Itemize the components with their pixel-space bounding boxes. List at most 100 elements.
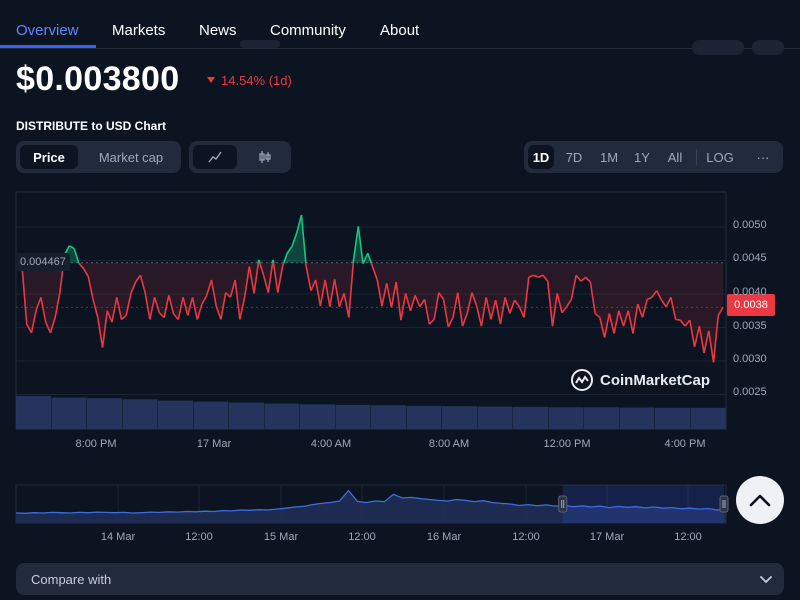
price-line-segment bbox=[225, 292, 231, 298]
y-tick-label: 0.0040 bbox=[733, 286, 767, 298]
price-line-segment bbox=[329, 279, 336, 307]
price-line-segment bbox=[546, 281, 554, 327]
price-toggle-button[interactable]: Price bbox=[20, 145, 78, 169]
price-line-segment bbox=[518, 306, 525, 318]
price-line-segment bbox=[191, 297, 199, 320]
compare-with-label: Compare with bbox=[31, 572, 112, 587]
price-line-segment bbox=[636, 303, 644, 318]
price-line-segment bbox=[135, 274, 142, 283]
tab-about[interactable]: About bbox=[380, 22, 420, 39]
price-line-segment bbox=[314, 279, 322, 307]
price-line-segment bbox=[485, 297, 492, 320]
price-line-segment bbox=[533, 274, 539, 278]
price-line-segment bbox=[589, 281, 596, 314]
y-tick-label: 0.0035 bbox=[733, 320, 767, 332]
x-tick-label: 4:00 PM bbox=[664, 438, 706, 450]
price-line-segment bbox=[267, 262, 274, 293]
price-line-segment bbox=[461, 313, 468, 327]
navigator-x-tick: 12:00 bbox=[674, 531, 702, 543]
price-line-segment bbox=[385, 283, 393, 308]
price-line-segment bbox=[295, 214, 303, 234]
tab-overview[interactable]: Overview bbox=[16, 22, 79, 39]
watermark-text: CoinMarketCap bbox=[600, 371, 711, 389]
tab-community[interactable]: Community bbox=[270, 22, 346, 39]
price-line-segment bbox=[300, 214, 307, 263]
price-line-segment bbox=[660, 299, 667, 308]
candlestick-chart-button[interactable] bbox=[243, 145, 287, 169]
price-line-segment bbox=[513, 299, 520, 308]
line-chart-button[interactable] bbox=[193, 145, 237, 169]
price-line-segment bbox=[44, 321, 52, 334]
price-line-segment bbox=[286, 245, 293, 254]
navigator-area bbox=[16, 490, 726, 523]
range-divider bbox=[696, 149, 697, 165]
price-line-segment bbox=[258, 262, 265, 276]
navigator-x-tick: 16 Mar bbox=[426, 531, 462, 543]
navigator-selected-window bbox=[562, 485, 724, 523]
price-line-segment bbox=[168, 295, 175, 315]
tab-markets[interactable]: Markets bbox=[112, 22, 166, 39]
price-line-segment bbox=[670, 297, 677, 320]
price-line-segment bbox=[428, 318, 435, 325]
price-line-segment bbox=[125, 293, 132, 316]
price-line-segment bbox=[248, 266, 255, 294]
navigator-left-handle[interactable] bbox=[555, 496, 565, 512]
price-line-segment bbox=[276, 266, 284, 293]
log-scale-button[interactable]: LOG bbox=[706, 149, 734, 165]
price-line-segment bbox=[442, 299, 450, 327]
navigator-frame bbox=[15, 484, 727, 524]
price-line-segment bbox=[357, 226, 364, 263]
range-all-button[interactable]: All bbox=[667, 149, 683, 165]
price-line-segment bbox=[30, 309, 37, 334]
navigator-right-handle[interactable] bbox=[719, 496, 729, 512]
price-line-segment bbox=[433, 292, 440, 320]
scroll-to-top-button[interactable] bbox=[736, 476, 784, 524]
price-line-segment bbox=[153, 297, 161, 313]
price-line-segment bbox=[423, 299, 431, 325]
more-options-button[interactable]: ··· bbox=[756, 149, 770, 165]
price-line-segment bbox=[291, 232, 298, 247]
price-line-segment bbox=[693, 325, 701, 348]
price-line-segment bbox=[575, 274, 582, 282]
price-line-segment bbox=[220, 292, 227, 320]
y-tick-label: 0.0045 bbox=[733, 252, 767, 264]
chart-style-toggle bbox=[189, 141, 291, 173]
price-line-segment bbox=[35, 297, 42, 311]
price-line-segment bbox=[400, 293, 407, 321]
hidden-header-button bbox=[752, 40, 784, 55]
price-line-segment bbox=[111, 297, 118, 323]
price-line-segment bbox=[551, 293, 559, 327]
price-line-segment bbox=[343, 293, 350, 318]
market-cap-toggle-button[interactable]: Market cap bbox=[98, 149, 164, 165]
volume-bar bbox=[584, 407, 619, 429]
navigator-x-tick: 17 Mar bbox=[589, 531, 625, 543]
price-line-segment bbox=[570, 275, 577, 300]
volume-bar bbox=[264, 403, 300, 429]
price-line-segment bbox=[675, 318, 681, 321]
price-line-segment bbox=[689, 319, 696, 348]
price-line-segment bbox=[139, 275, 146, 293]
volume-bar bbox=[193, 401, 229, 429]
tab-news[interactable]: News bbox=[199, 22, 237, 39]
price-line-segment bbox=[229, 279, 236, 298]
price-line-segment bbox=[404, 293, 412, 311]
price-line-segment bbox=[149, 297, 156, 320]
price-line-segment bbox=[26, 323, 33, 334]
current-price-label: 0.0038 bbox=[727, 294, 775, 316]
range-1d-button[interactable]: 1D bbox=[528, 145, 554, 169]
price-line-segment bbox=[537, 274, 544, 278]
volume-bar bbox=[655, 407, 690, 429]
navigator-x-tick: 12:00 bbox=[512, 531, 540, 543]
price-line-segment bbox=[92, 299, 99, 318]
volume-bar bbox=[87, 398, 122, 429]
price-line-segment bbox=[177, 297, 184, 320]
volume-bar bbox=[548, 407, 584, 429]
range-7d-button[interactable]: 7D bbox=[565, 149, 583, 165]
price-line-segment bbox=[409, 295, 416, 311]
price-line-segment bbox=[78, 262, 85, 270]
price-line-segment bbox=[528, 274, 534, 278]
range-1m-button[interactable]: 1M bbox=[599, 149, 619, 165]
price-line-segment bbox=[504, 297, 511, 314]
range-1y-button[interactable]: 1Y bbox=[634, 149, 650, 165]
compare-with-dropdown[interactable]: Compare with bbox=[16, 563, 784, 595]
